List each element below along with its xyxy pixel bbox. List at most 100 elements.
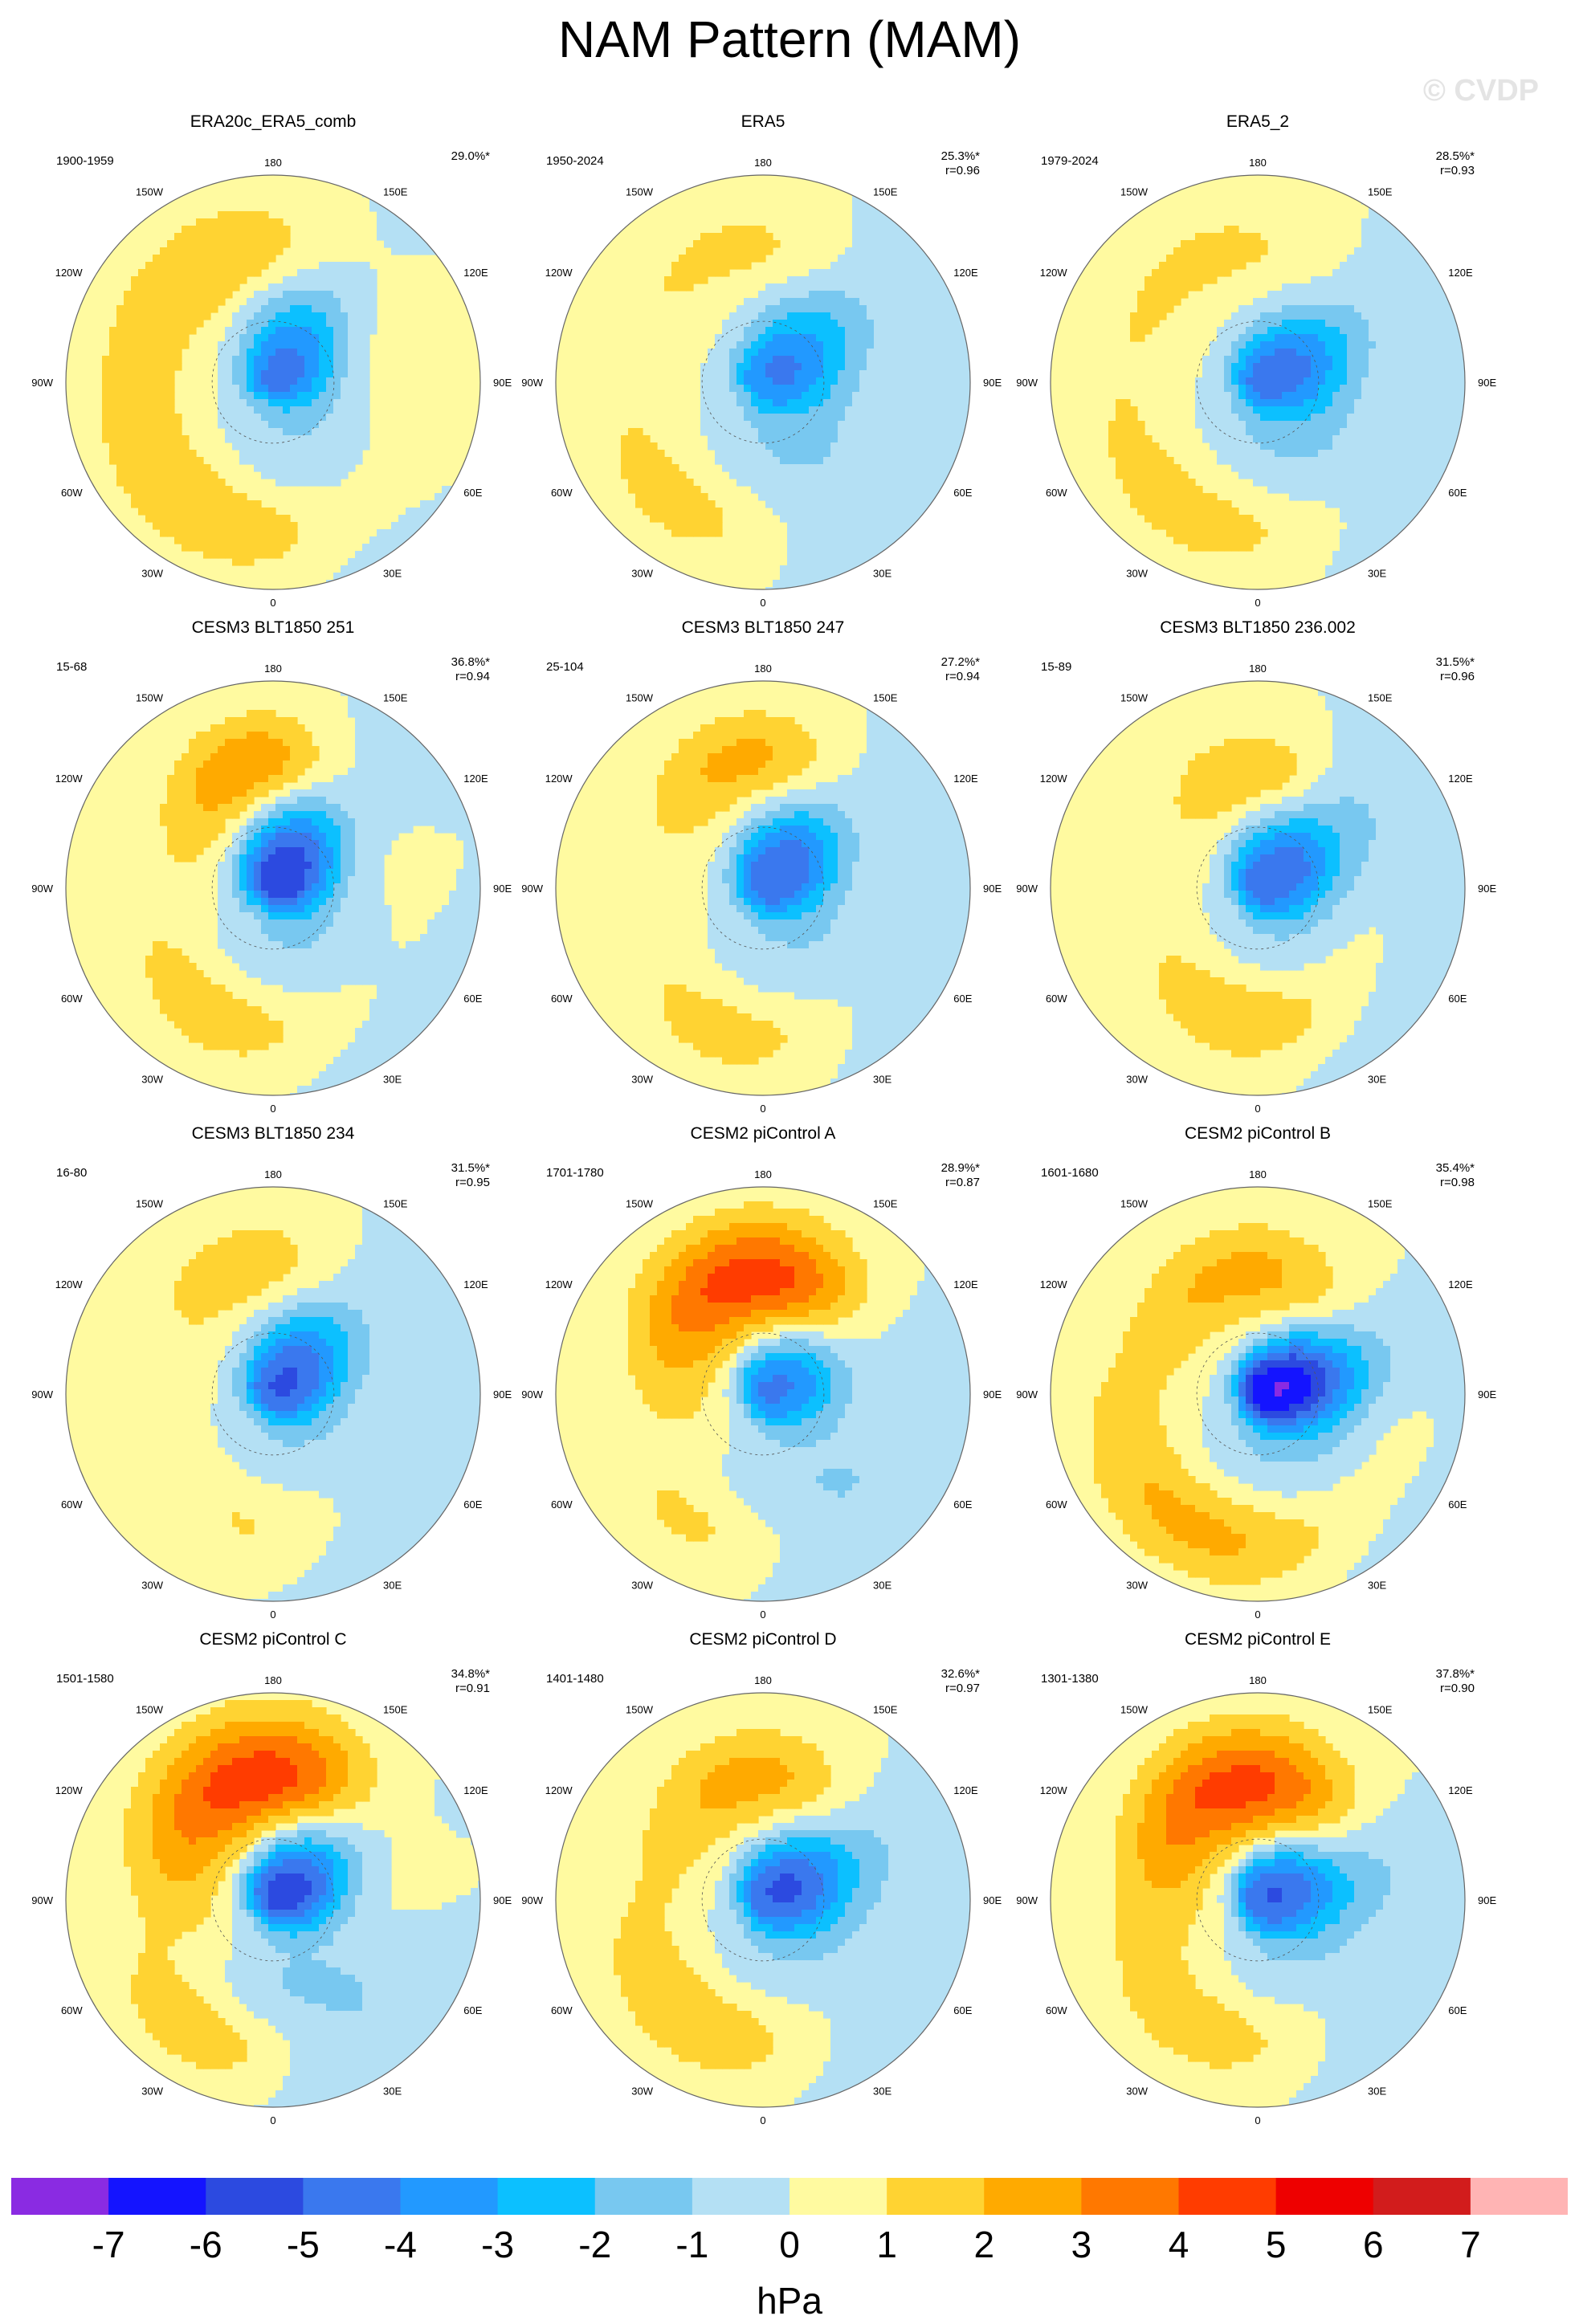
field-cell xyxy=(131,493,139,501)
field-cell xyxy=(838,428,846,436)
field-cell xyxy=(823,291,831,299)
field-cell xyxy=(239,753,247,761)
field-cell xyxy=(355,414,363,422)
field-cell xyxy=(1217,356,1225,364)
field-cell xyxy=(182,818,190,826)
field-cell xyxy=(1260,377,1268,385)
field-cell xyxy=(1159,298,1167,306)
field-cell xyxy=(138,457,146,465)
field-cell xyxy=(232,269,240,277)
field-cell xyxy=(946,334,954,342)
field-cell xyxy=(355,276,363,284)
field-cell xyxy=(218,804,226,812)
field-cell xyxy=(715,515,723,523)
field-cell xyxy=(283,435,291,443)
field-cell xyxy=(1275,406,1283,414)
field-cell xyxy=(1296,377,1304,385)
field-cell xyxy=(888,414,896,422)
field-cell xyxy=(1123,450,1131,458)
field-cell xyxy=(1181,262,1189,270)
field-cell xyxy=(182,240,190,248)
field-cell xyxy=(794,450,802,458)
field-cell xyxy=(932,479,940,487)
field-cell xyxy=(946,464,954,472)
field-cell xyxy=(384,211,392,219)
field-cell xyxy=(1267,363,1275,371)
field-cell xyxy=(1159,457,1167,465)
field-cell xyxy=(932,471,940,479)
field-cell xyxy=(823,377,831,385)
field-cell xyxy=(1260,435,1268,443)
field-cell xyxy=(319,789,327,797)
field-cell xyxy=(1448,327,1456,335)
field-cell xyxy=(1224,320,1232,328)
field-cell xyxy=(312,457,320,465)
field-cell xyxy=(239,262,247,270)
field-cell xyxy=(131,276,139,284)
panel-title: ERA20c_ERA5_comb xyxy=(190,112,357,131)
field-cell xyxy=(787,500,795,508)
field-cell xyxy=(1267,392,1275,400)
field-cell xyxy=(946,479,954,487)
field-cell xyxy=(1412,385,1420,393)
field-cell xyxy=(1260,399,1268,407)
field-cell xyxy=(816,486,824,494)
field-cell xyxy=(1369,341,1377,349)
field-cell xyxy=(239,377,247,385)
field-cell xyxy=(888,327,896,335)
field-cell xyxy=(182,341,190,349)
field-cell xyxy=(348,385,356,393)
field-cell xyxy=(1238,457,1246,465)
panel-stats: 36.8%* r=0.94 xyxy=(451,655,490,684)
field-cell xyxy=(845,529,853,537)
field-cell xyxy=(910,493,918,501)
field-cell xyxy=(225,399,233,407)
field-cell xyxy=(867,370,875,378)
field-cell xyxy=(268,544,276,552)
field-cell xyxy=(384,218,392,226)
field-cell xyxy=(326,276,334,284)
field-cell xyxy=(131,356,139,364)
field-cell xyxy=(780,385,788,393)
field-cell xyxy=(830,536,838,544)
field-cell xyxy=(182,305,190,313)
field-cell xyxy=(910,479,918,487)
field-cell xyxy=(1231,515,1239,523)
field-cell xyxy=(1253,247,1261,255)
field-cell xyxy=(859,406,867,414)
field-cell xyxy=(1441,464,1449,472)
field-cell xyxy=(348,406,356,414)
field-cell xyxy=(420,768,428,776)
field-cell xyxy=(174,479,182,487)
field-cell xyxy=(1137,435,1145,443)
field-cell xyxy=(1311,392,1319,400)
field-cell xyxy=(635,471,643,479)
field-cell xyxy=(859,544,867,552)
field-cell xyxy=(341,442,349,451)
field-cell xyxy=(1289,450,1297,458)
field-cell xyxy=(1224,370,1232,378)
field-cell xyxy=(1202,544,1210,552)
field-cell xyxy=(406,732,414,740)
field-cell xyxy=(297,269,305,277)
field-cell xyxy=(225,247,233,255)
field-cell xyxy=(304,269,312,277)
field-cell xyxy=(1325,385,1333,393)
field-cell xyxy=(124,356,132,364)
field-cell xyxy=(210,811,218,819)
field-cell xyxy=(283,536,291,544)
field-cell xyxy=(268,305,276,313)
field-cell xyxy=(838,536,846,544)
field-cell xyxy=(1419,399,1427,407)
field-cell xyxy=(1383,515,1391,523)
field-cell xyxy=(283,544,291,552)
field-cell xyxy=(794,565,802,573)
field-cell xyxy=(787,414,795,422)
field-cell xyxy=(830,327,838,335)
field-cell xyxy=(736,363,745,371)
field-cell xyxy=(903,377,911,385)
field-cell xyxy=(751,334,759,342)
field-cell xyxy=(773,341,781,349)
field-cell xyxy=(939,334,947,342)
field-cell xyxy=(1267,450,1275,458)
